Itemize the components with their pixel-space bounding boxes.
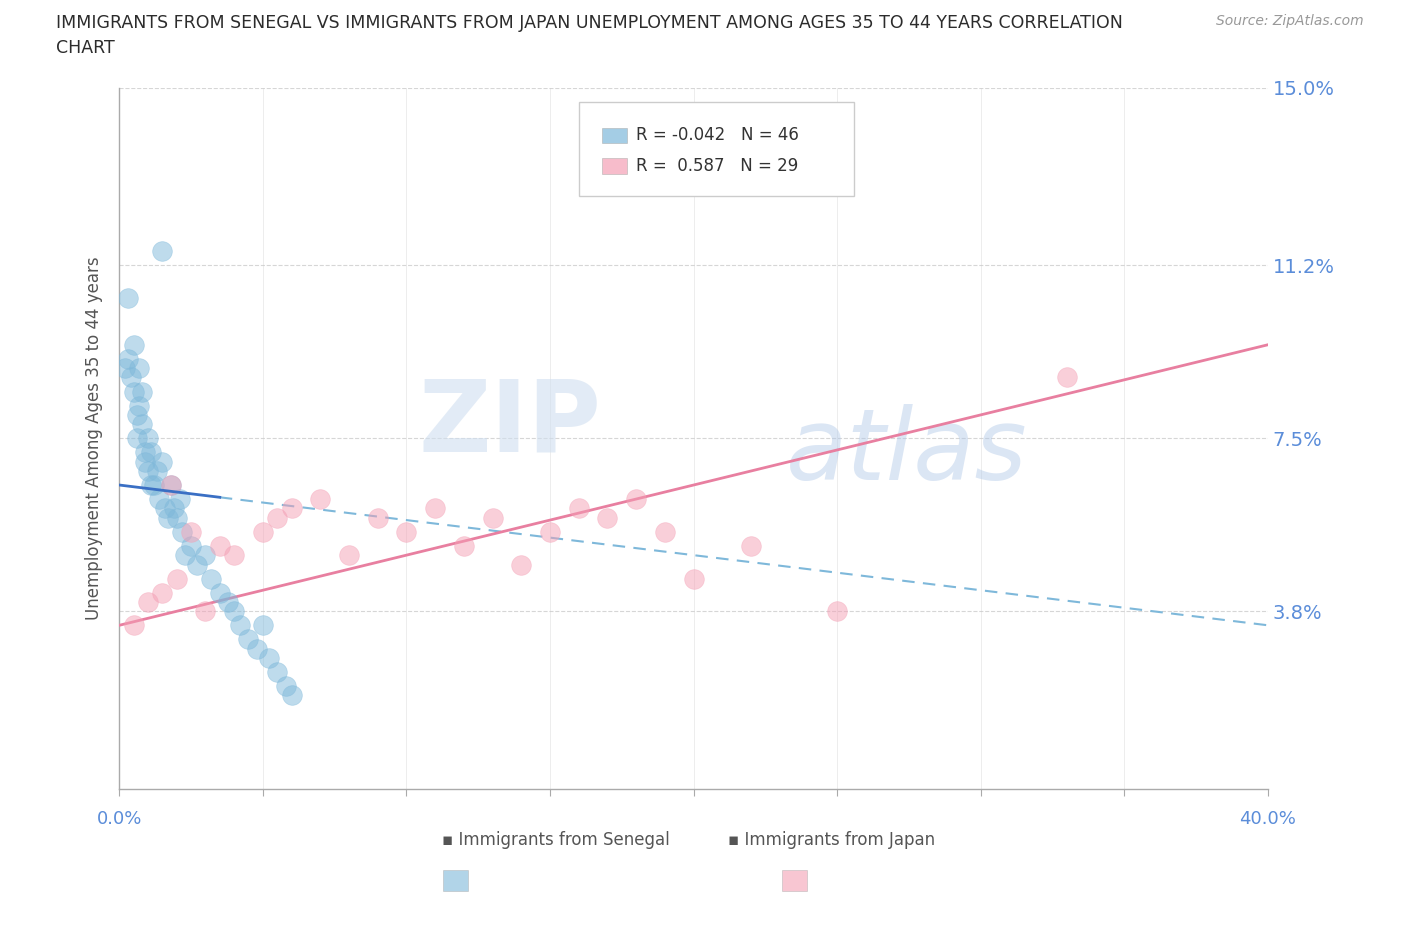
Y-axis label: Unemployment Among Ages 35 to 44 years: Unemployment Among Ages 35 to 44 years bbox=[86, 257, 103, 620]
Point bbox=[274, 679, 297, 694]
Point bbox=[148, 492, 170, 507]
Point bbox=[395, 525, 418, 539]
Point bbox=[114, 361, 136, 376]
FancyBboxPatch shape bbox=[602, 127, 627, 143]
Point bbox=[266, 665, 288, 680]
Point bbox=[568, 501, 591, 516]
Point bbox=[740, 538, 762, 553]
Point bbox=[150, 585, 173, 600]
Text: atlas: atlas bbox=[786, 404, 1028, 500]
Point bbox=[155, 501, 177, 516]
Point bbox=[134, 454, 156, 469]
Point bbox=[194, 604, 217, 618]
Point bbox=[128, 361, 150, 376]
Text: ▪ Immigrants from Senegal: ▪ Immigrants from Senegal bbox=[441, 831, 669, 849]
Text: R = -0.042   N = 46: R = -0.042 N = 46 bbox=[636, 126, 799, 144]
Point bbox=[136, 463, 159, 478]
Point bbox=[117, 352, 139, 366]
Point bbox=[229, 618, 252, 632]
Text: ZIP: ZIP bbox=[419, 376, 602, 472]
Point bbox=[280, 501, 302, 516]
Point bbox=[120, 370, 142, 385]
Point bbox=[122, 338, 145, 352]
Point bbox=[481, 511, 503, 525]
Point bbox=[224, 548, 246, 563]
Point bbox=[367, 511, 389, 525]
Point bbox=[208, 585, 231, 600]
Point bbox=[166, 571, 188, 586]
Point bbox=[117, 290, 139, 305]
Point bbox=[682, 571, 704, 586]
Point bbox=[122, 618, 145, 632]
Point bbox=[252, 525, 274, 539]
Text: Source: ZipAtlas.com: Source: ZipAtlas.com bbox=[1216, 14, 1364, 28]
Point bbox=[423, 501, 446, 516]
Point bbox=[131, 384, 153, 399]
FancyBboxPatch shape bbox=[579, 101, 855, 196]
Point bbox=[160, 478, 183, 493]
Point bbox=[510, 557, 533, 572]
Point bbox=[180, 538, 202, 553]
Text: 40.0%: 40.0% bbox=[1240, 810, 1296, 828]
Point bbox=[217, 594, 239, 609]
Point bbox=[224, 604, 246, 618]
Point bbox=[538, 525, 561, 539]
Point bbox=[136, 594, 159, 609]
Point bbox=[134, 445, 156, 459]
Point bbox=[208, 538, 231, 553]
Point bbox=[238, 631, 260, 646]
Point bbox=[266, 511, 288, 525]
Point bbox=[200, 571, 222, 586]
Point bbox=[160, 478, 183, 493]
Point bbox=[122, 384, 145, 399]
Point bbox=[145, 463, 167, 478]
Text: ▪ Immigrants from Japan: ▪ Immigrants from Japan bbox=[728, 831, 935, 849]
Point bbox=[142, 478, 165, 493]
Point bbox=[150, 244, 173, 259]
Point bbox=[624, 492, 647, 507]
Text: 0.0%: 0.0% bbox=[97, 810, 142, 828]
Point bbox=[125, 431, 148, 445]
Point bbox=[180, 525, 202, 539]
Point bbox=[131, 417, 153, 432]
Text: IMMIGRANTS FROM SENEGAL VS IMMIGRANTS FROM JAPAN UNEMPLOYMENT AMONG AGES 35 TO 4: IMMIGRANTS FROM SENEGAL VS IMMIGRANTS FR… bbox=[56, 14, 1123, 32]
Point bbox=[309, 492, 332, 507]
Point bbox=[169, 492, 191, 507]
Point bbox=[654, 525, 676, 539]
Point bbox=[172, 525, 194, 539]
Text: R =  0.587   N = 29: R = 0.587 N = 29 bbox=[636, 157, 799, 175]
Point bbox=[257, 651, 280, 666]
Point bbox=[157, 511, 180, 525]
Point bbox=[125, 407, 148, 422]
Point bbox=[128, 398, 150, 413]
Point bbox=[186, 557, 208, 572]
Point bbox=[252, 618, 274, 632]
Point bbox=[163, 501, 186, 516]
Point bbox=[825, 604, 848, 618]
Point bbox=[337, 548, 360, 563]
Point bbox=[596, 511, 619, 525]
Point bbox=[246, 641, 269, 656]
Point bbox=[453, 538, 475, 553]
Point bbox=[139, 478, 162, 493]
Text: CHART: CHART bbox=[56, 39, 115, 57]
FancyBboxPatch shape bbox=[602, 158, 627, 174]
Point bbox=[174, 548, 197, 563]
Point bbox=[194, 548, 217, 563]
Point bbox=[136, 431, 159, 445]
Point bbox=[1056, 370, 1078, 385]
Point bbox=[280, 688, 302, 703]
Point bbox=[139, 445, 162, 459]
Point bbox=[150, 454, 173, 469]
Point bbox=[166, 511, 188, 525]
